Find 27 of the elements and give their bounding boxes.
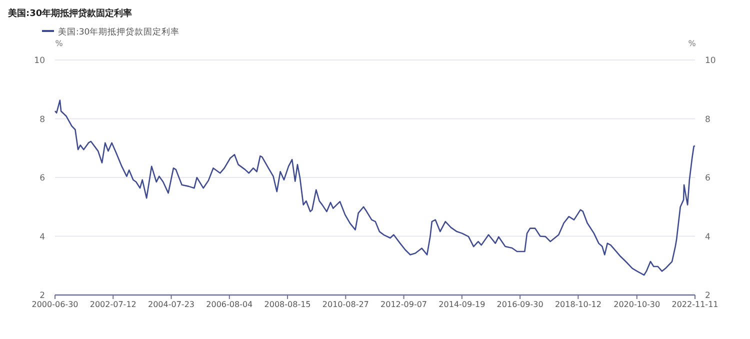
x-tick-label: 2016-09-30	[496, 300, 544, 309]
legend-label: 美国:30年期抵押贷款固定利率	[58, 26, 180, 38]
y2-axis-title: %	[688, 39, 696, 48]
y-tick-label: 10	[34, 56, 45, 66]
y-tick-label: 8	[40, 114, 45, 125]
y-tick-label: 6	[40, 174, 45, 184]
y2-tick-label: 10	[705, 56, 716, 66]
x-tick-label: 2004-07-23	[148, 300, 195, 309]
y-axis-title: %	[55, 39, 64, 48]
x-tick-label: 2002-07-12	[90, 300, 136, 309]
x-tick-label: 2018-10-12	[554, 300, 602, 309]
x-tick-label: 2000-06-30	[32, 300, 78, 309]
x-tick-label: 2022-11-11	[672, 300, 718, 309]
y2-tick-label: 8	[705, 114, 710, 125]
y2-tick-label: 6	[705, 174, 710, 184]
y-tick-label: 2	[40, 291, 45, 301]
x-tick-label: 2010-08-27	[322, 300, 369, 309]
line-series	[54, 100, 696, 276]
y2-tick-label: 2	[705, 291, 710, 301]
x-tick-label: 2020-10-30	[614, 300, 660, 309]
y-tick-label: 4	[40, 232, 45, 242]
x-tick-label: 2008-08-15	[264, 300, 311, 309]
y2-tick-label: 4	[705, 232, 710, 242]
x-tick-label: 2012-09-07	[380, 300, 428, 309]
x-tick-label: 2006-08-04	[206, 300, 253, 309]
x-tick-label: 2014-09-19	[438, 300, 486, 309]
chart-title: 美国:30年期抵押贷款固定利率	[7, 8, 132, 19]
